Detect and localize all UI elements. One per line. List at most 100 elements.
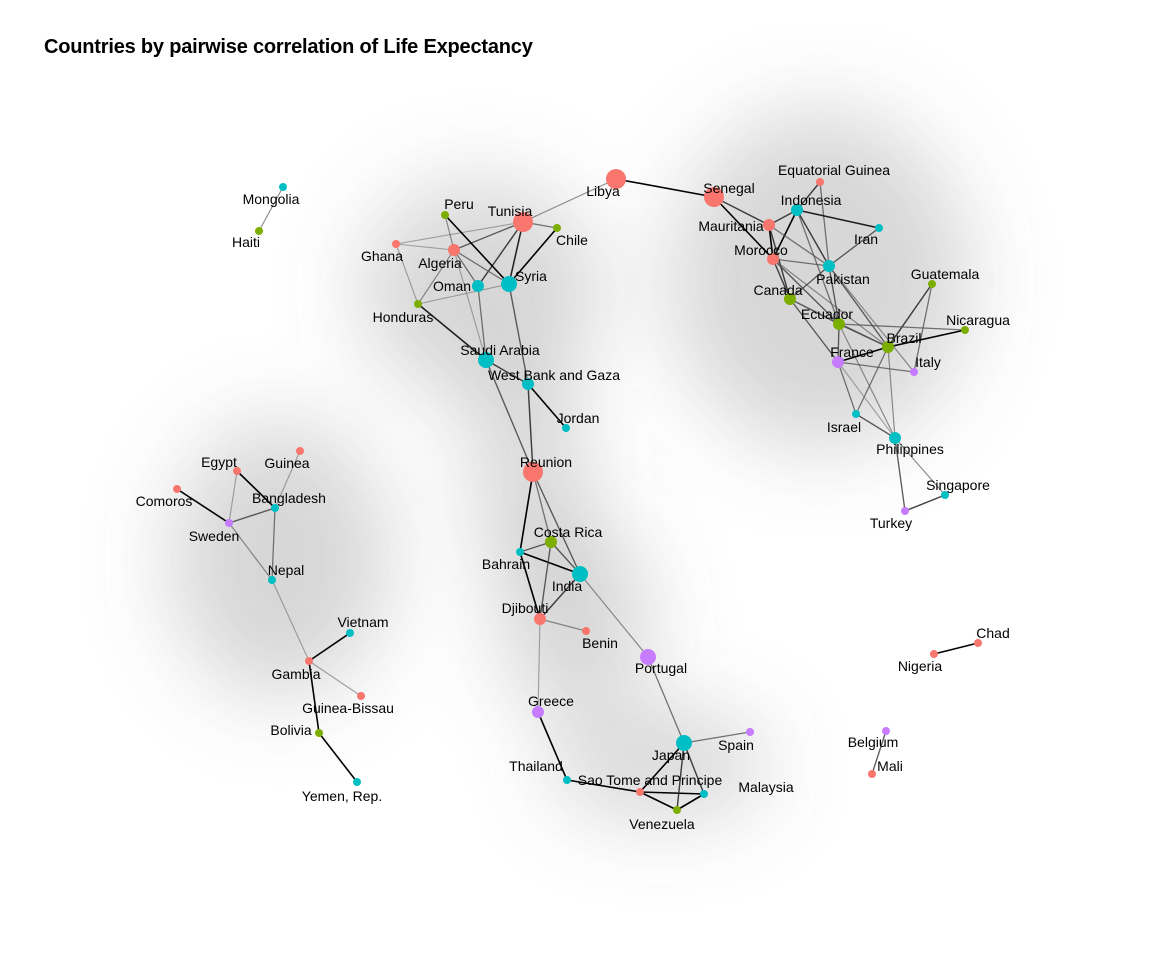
edge — [772, 258, 791, 300]
node-label: Vietnam — [337, 614, 388, 630]
edge — [639, 791, 678, 811]
edge — [772, 258, 830, 267]
edge — [485, 359, 529, 385]
node — [346, 629, 354, 637]
node — [673, 806, 681, 814]
edge — [228, 507, 276, 524]
edge — [539, 541, 552, 620]
edge — [796, 181, 821, 211]
edge — [796, 209, 880, 229]
edge — [453, 249, 479, 287]
node-label: Benin — [582, 635, 618, 651]
node — [882, 727, 890, 735]
node — [582, 627, 590, 635]
node-label: Chile — [556, 232, 588, 248]
node — [534, 613, 546, 625]
node-label: Iran — [854, 231, 878, 247]
node — [700, 790, 708, 798]
edge — [417, 249, 455, 305]
node-label: Canada — [753, 282, 802, 298]
node-label: Guatemala — [911, 266, 980, 282]
edge — [537, 618, 541, 713]
edge — [828, 265, 889, 348]
edge — [796, 209, 830, 267]
node — [676, 735, 692, 751]
edge — [308, 660, 362, 697]
node — [472, 280, 484, 292]
node — [889, 432, 901, 444]
node — [941, 491, 949, 499]
edge — [768, 224, 830, 267]
node — [791, 204, 803, 216]
edge — [639, 742, 685, 793]
node-label: Israel — [827, 419, 861, 435]
node-label: Mauritania — [698, 218, 764, 234]
node-label: Bahrain — [482, 556, 530, 572]
node-label: Ecuador — [801, 306, 853, 322]
node-label: Thailand — [509, 758, 563, 774]
edge — [485, 359, 534, 473]
edge — [236, 470, 276, 509]
edge — [453, 221, 524, 251]
edge — [527, 383, 534, 473]
edge — [837, 361, 915, 373]
node-label: Algeria — [418, 255, 462, 271]
cluster-halo — [670, 110, 970, 450]
edge — [308, 632, 351, 662]
node-labels: Mongolia Haiti Libya Tunisia Peru Chile Ghana A… — [136, 162, 1011, 832]
node — [640, 649, 656, 665]
edge — [271, 579, 310, 662]
node — [704, 187, 724, 207]
node-label: Oman — [433, 278, 471, 294]
node — [553, 224, 561, 232]
node — [636, 788, 644, 796]
node — [478, 352, 494, 368]
node-label: Bolivia — [270, 722, 311, 738]
node-label: Greece — [528, 693, 574, 709]
edge — [318, 732, 358, 783]
edge — [258, 186, 284, 232]
edge — [796, 209, 840, 325]
edge — [519, 471, 534, 553]
edge — [837, 346, 889, 363]
edge — [904, 494, 946, 512]
node-label: Gambia — [271, 666, 320, 682]
node — [545, 536, 557, 548]
edge — [887, 329, 966, 348]
edge — [532, 471, 552, 543]
node-label: Guinea-Bissau — [302, 700, 394, 716]
edge — [519, 551, 581, 575]
edge — [838, 323, 966, 331]
edge — [772, 258, 840, 325]
node-label: France — [830, 344, 874, 360]
node-label: Sweden — [189, 528, 240, 544]
node-label: Equatorial Guinea — [778, 162, 890, 178]
node — [606, 169, 626, 189]
node-label: Philippines — [876, 441, 944, 457]
edge — [228, 522, 273, 581]
node-label: Costa Rica — [534, 524, 603, 540]
nodes — [173, 169, 982, 814]
edge — [887, 283, 933, 348]
node-label: Jordan — [557, 410, 600, 426]
edge — [828, 265, 840, 325]
node — [305, 657, 313, 665]
node-label: Syria — [515, 268, 547, 284]
node-label: Italy — [915, 354, 941, 370]
node-label: Senegal — [703, 180, 754, 196]
edge — [527, 383, 567, 429]
node — [516, 548, 524, 556]
edge — [828, 265, 915, 373]
edge — [395, 243, 419, 305]
edge — [522, 178, 617, 223]
node — [746, 728, 754, 736]
node — [882, 341, 894, 353]
edge — [444, 214, 510, 285]
node — [961, 326, 969, 334]
edge — [274, 450, 301, 509]
node-label: Peru — [444, 196, 474, 212]
node — [572, 566, 588, 582]
node — [868, 770, 876, 778]
node — [353, 778, 361, 786]
